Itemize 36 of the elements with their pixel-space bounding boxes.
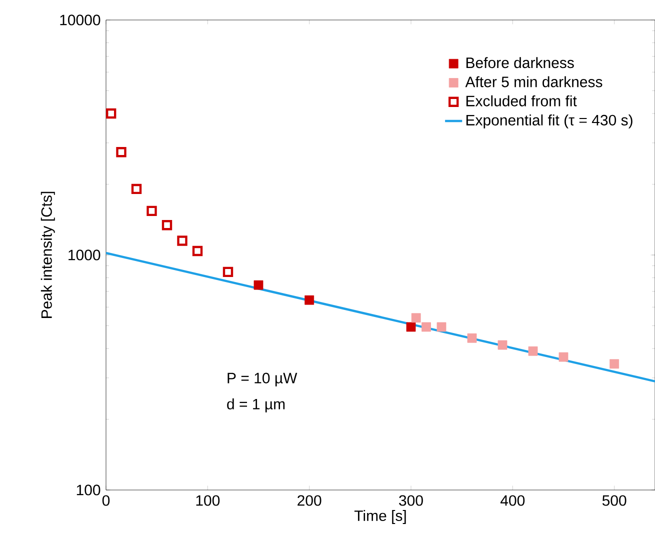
x-tick-label: 300 [399, 495, 423, 506]
point [146, 206, 157, 216]
y-axis-title: Peak intensity [Cts] [40, 192, 55, 318]
legend-label: Before darkness [466, 57, 574, 68]
point [106, 108, 116, 119]
point [304, 295, 314, 305]
annotation: d = 1 µm [227, 398, 285, 412]
legend-label: After 5 min darkness [465, 76, 602, 88]
point [436, 322, 446, 332]
x-tick-label: 400 [500, 495, 525, 506]
x-axis-title: Time [s] [354, 510, 406, 524]
y-tick-label: 100 [76, 484, 100, 496]
point [177, 236, 188, 246]
point [528, 346, 538, 356]
legend-label: Exponential fit (τ = 430 s) [466, 114, 632, 128]
annotation: P = 10 µW [228, 372, 298, 386]
point [406, 322, 416, 332]
point [131, 184, 142, 194]
point [467, 333, 477, 343]
point [498, 340, 508, 350]
x-tick-label: 500 [602, 495, 626, 506]
point [192, 246, 203, 256]
point [116, 147, 126, 158]
x-tick-label: 100 [196, 495, 220, 506]
point [558, 352, 568, 362]
y-tick-label: 10000 [60, 14, 100, 26]
point [162, 220, 172, 230]
point [254, 280, 264, 290]
y-tick-label: 1000 [68, 250, 100, 260]
point [422, 322, 431, 332]
x-tick-label: 0 [102, 495, 110, 506]
legend-label: Excluded from fit [466, 95, 577, 106]
point [222, 266, 234, 278]
x-tick-label: 200 [298, 495, 322, 506]
point [610, 359, 620, 369]
point [411, 313, 421, 323]
